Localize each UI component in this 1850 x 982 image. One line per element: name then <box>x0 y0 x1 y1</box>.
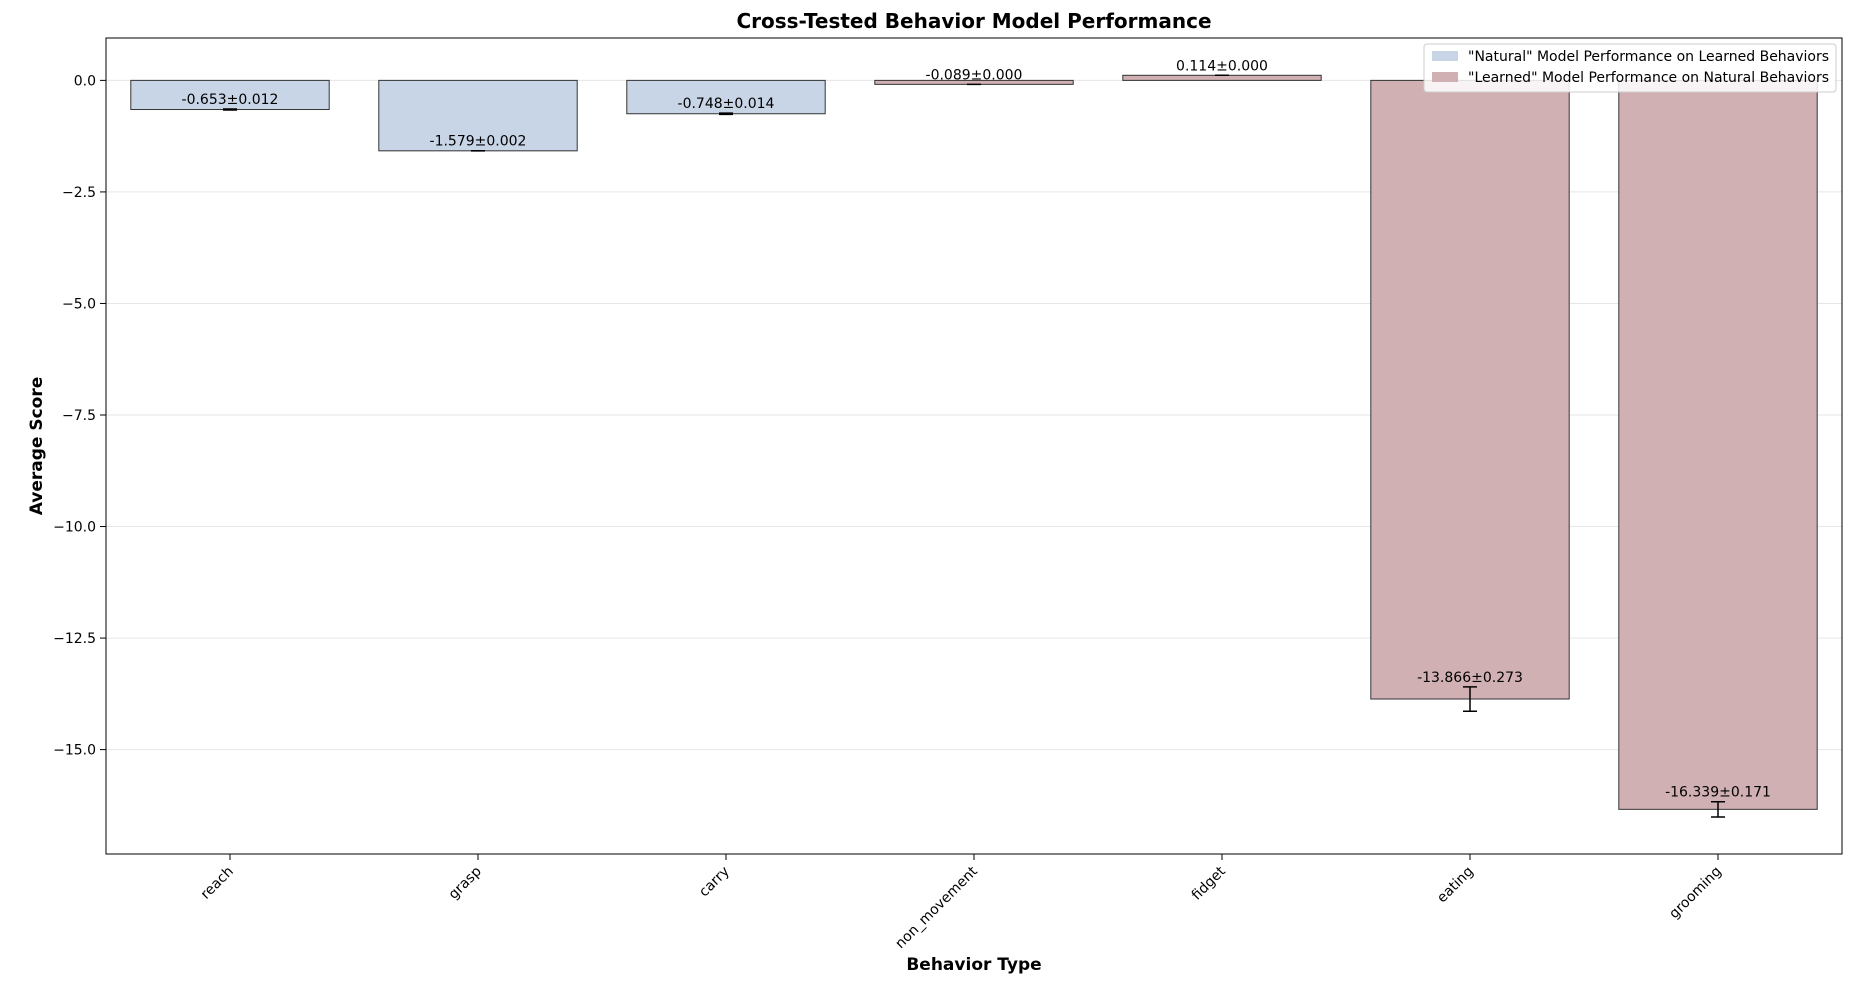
chart-title: Cross-Tested Behavior Model Performance <box>736 9 1211 33</box>
error-bar <box>719 112 733 116</box>
legend-frame <box>1423 43 1837 93</box>
x-tick-label: non_movement <box>892 863 981 952</box>
bar <box>1618 79 1818 810</box>
legend-label: "Learned" Model Performance on Natural B… <box>1468 70 1829 86</box>
y-tick-label: −12.5 <box>53 631 96 647</box>
y-axis-label: Average Score <box>27 377 47 516</box>
bar <box>626 79 826 115</box>
bar <box>1122 74 1322 81</box>
x-axis-label: Behavior Type <box>906 955 1041 975</box>
value-label: -13.866±0.273 <box>1417 670 1523 686</box>
error-bar <box>223 108 237 111</box>
legend-swatch <box>1432 72 1458 82</box>
value-label: -0.748±0.014 <box>678 96 775 112</box>
legend-label: "Natural" Model Performance on Learned B… <box>1468 49 1829 65</box>
value-label: -0.089±0.000 <box>926 67 1023 83</box>
bar <box>1370 79 1570 700</box>
x-tick-label: reach <box>198 864 237 903</box>
bar <box>130 79 330 111</box>
value-label: -0.653±0.012 <box>182 92 279 108</box>
value-label: -1.579±0.002 <box>430 134 527 150</box>
plot-frame <box>105 37 1843 855</box>
y-tick-label: 0.0 <box>74 73 96 89</box>
x-tick-label: grasp <box>446 863 485 902</box>
x-tick-label: carry <box>696 864 733 901</box>
x-tick-label: grooming <box>1666 864 1725 923</box>
value-label: 0.114±0.000 <box>1176 58 1268 74</box>
y-tick-label: −5.0 <box>62 296 96 312</box>
y-tick-label: −10.0 <box>53 520 96 536</box>
value-label: -16.339±0.171 <box>1665 785 1771 801</box>
y-tick-label: −2.5 <box>62 185 96 201</box>
y-tick-label: −15.0 <box>53 743 96 759</box>
legend: "Natural" Model Performance on Learned B… <box>1423 43 1837 93</box>
error-bar <box>1463 686 1477 712</box>
bar <box>378 79 578 152</box>
legend-swatch <box>1432 51 1458 61</box>
y-tick-label: −7.5 <box>62 408 96 424</box>
x-tick-label: eating <box>1434 864 1477 907</box>
error-bar <box>1711 800 1725 818</box>
x-tick-label: fidget <box>1189 863 1229 903</box>
